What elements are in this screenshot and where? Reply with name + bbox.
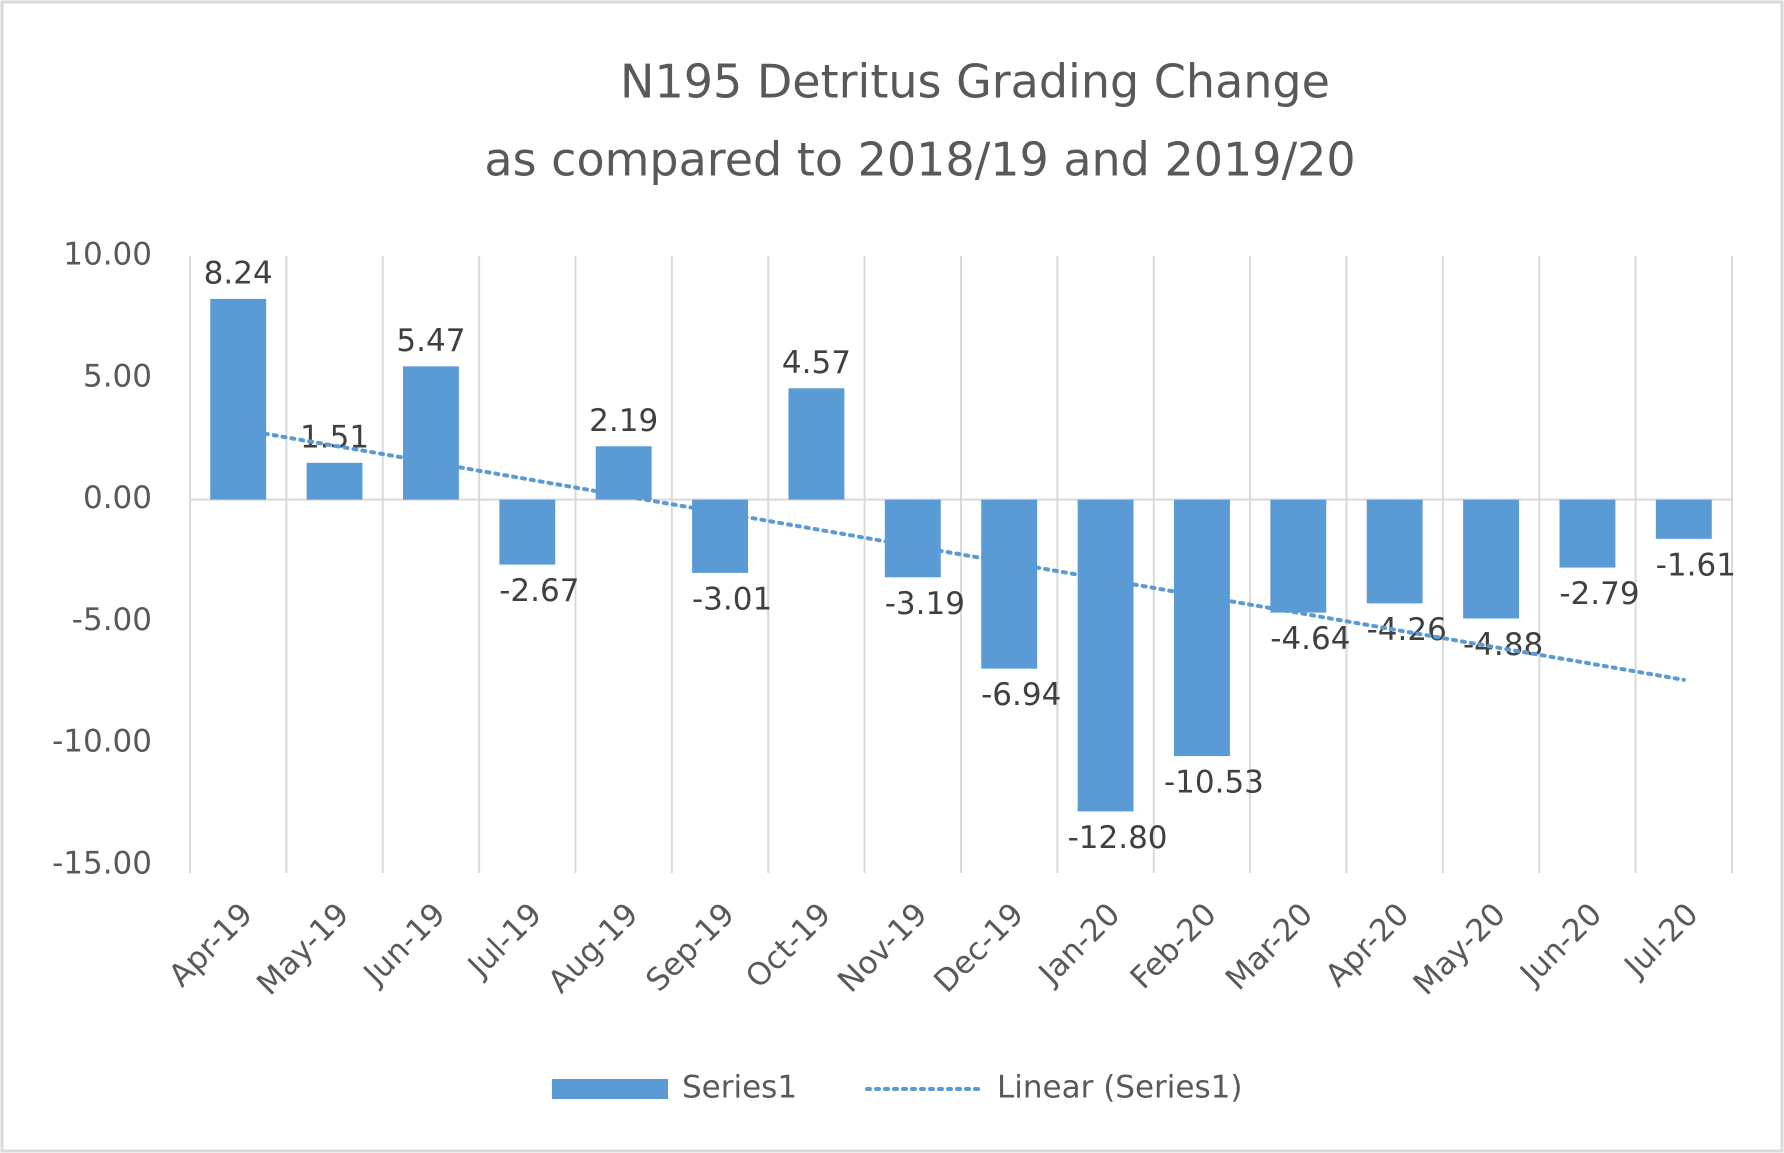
data-label: -4.88 bbox=[1463, 627, 1543, 663]
bar bbox=[306, 462, 363, 500]
data-label: -6.94 bbox=[981, 677, 1061, 713]
legend-swatch bbox=[552, 1079, 668, 1099]
bar bbox=[499, 499, 556, 565]
data-label: 8.24 bbox=[204, 255, 273, 291]
bar bbox=[981, 499, 1038, 669]
data-label: -4.26 bbox=[1367, 612, 1447, 648]
y-tick-label: -10.00 bbox=[52, 724, 152, 760]
y-tick-label: 10.00 bbox=[63, 237, 152, 273]
data-label: -2.67 bbox=[499, 573, 579, 609]
data-label: -12.80 bbox=[1068, 820, 1168, 856]
bar bbox=[402, 366, 459, 500]
bar bbox=[788, 388, 845, 500]
chart-title: N195 Detritus Grading Change bbox=[620, 55, 1330, 109]
y-tick-label: -15.00 bbox=[52, 846, 152, 882]
bar bbox=[1463, 499, 1520, 619]
bar bbox=[884, 499, 941, 578]
chart-subtitle: as compared to 2018/19 and 2019/20 bbox=[484, 133, 1355, 187]
bar bbox=[1559, 499, 1616, 568]
data-label: -3.19 bbox=[885, 586, 965, 622]
bar bbox=[1270, 499, 1327, 613]
trend-line bbox=[236, 426, 1686, 682]
data-label: 2.19 bbox=[589, 403, 658, 439]
y-tick-label: -5.00 bbox=[72, 602, 152, 638]
bar bbox=[1173, 499, 1230, 757]
bar bbox=[210, 298, 267, 500]
y-tick-label: 5.00 bbox=[83, 358, 152, 394]
data-label: 5.47 bbox=[396, 323, 465, 359]
bar bbox=[1366, 499, 1423, 604]
legend-label: Series1 bbox=[682, 1070, 797, 1106]
bar bbox=[1077, 499, 1134, 812]
data-label: -10.53 bbox=[1164, 765, 1264, 801]
data-label: -3.01 bbox=[692, 581, 772, 617]
bar bbox=[1655, 499, 1712, 539]
data-label: -1.61 bbox=[1656, 547, 1736, 583]
legend-label: Linear (Series1) bbox=[997, 1070, 1242, 1106]
data-label: -2.79 bbox=[1559, 576, 1639, 612]
y-tick-label: 0.00 bbox=[83, 480, 152, 516]
data-label: -4.64 bbox=[1270, 621, 1350, 657]
data-label: 4.57 bbox=[782, 345, 851, 381]
data-label: 1.51 bbox=[300, 419, 369, 455]
